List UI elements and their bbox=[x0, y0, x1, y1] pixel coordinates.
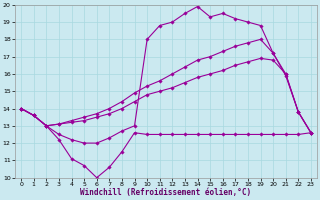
X-axis label: Windchill (Refroidissement éolien,°C): Windchill (Refroidissement éolien,°C) bbox=[80, 188, 252, 197]
